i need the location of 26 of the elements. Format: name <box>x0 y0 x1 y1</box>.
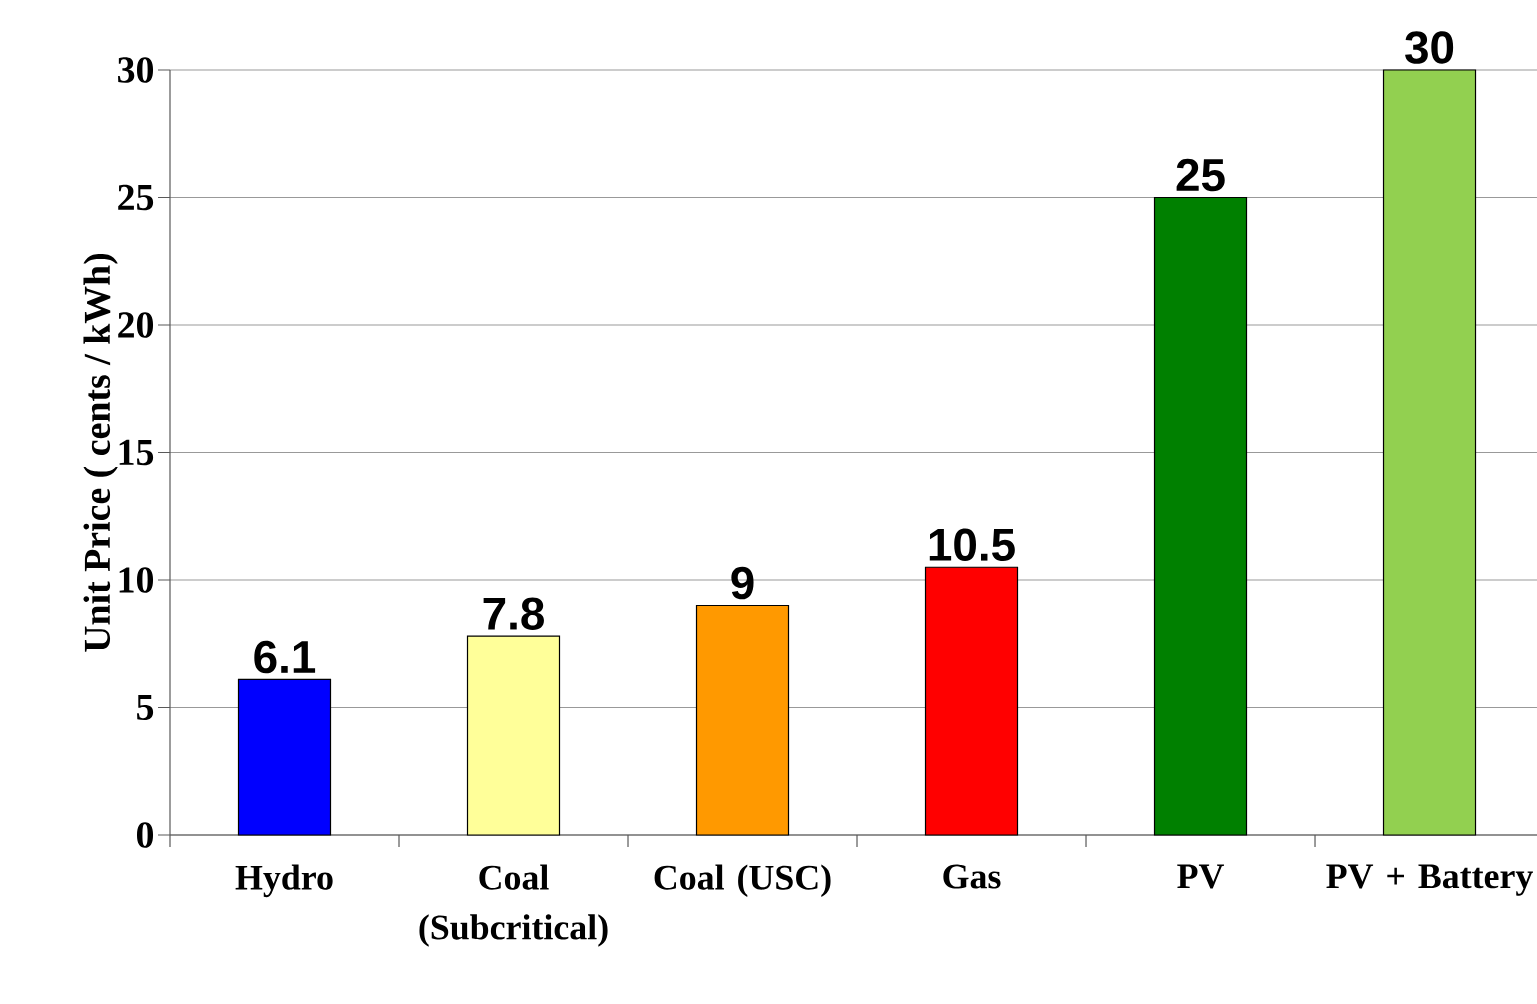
y-axis-title: Unit Price ( cents / kWh) <box>83 253 118 652</box>
y-tick-label: 25 <box>118 184 154 211</box>
bar <box>1382 69 1477 836</box>
data-label: 7.8 <box>483 597 544 630</box>
x-tick-label: PV <box>1177 864 1225 889</box>
y-tick-label: 30 <box>118 57 154 83</box>
y-tick-label: 15 <box>119 439 154 466</box>
bar <box>466 635 561 836</box>
data-label: 10.5 <box>929 528 1015 562</box>
bar <box>695 604 790 836</box>
data-label: 6.1 <box>254 640 316 674</box>
x-tick-label: Coal (USC) <box>654 864 831 898</box>
data-label: 25 <box>1176 158 1225 192</box>
y-tick-label: 0 <box>136 822 154 848</box>
x-tick-label: Gas <box>943 864 1001 889</box>
y-tick-label: 5 <box>137 694 154 721</box>
x-tick-label: Coal (Subcritical) <box>419 864 608 947</box>
bar <box>1153 196 1248 836</box>
bar <box>237 678 332 836</box>
y-tick-label: 10 <box>119 567 154 593</box>
bar <box>924 566 1019 836</box>
data-label: 30 <box>1405 31 1454 64</box>
y-tick-label: 20 <box>118 312 154 338</box>
data-label: 9 <box>731 566 754 600</box>
x-tick-label: Hydro <box>235 864 333 898</box>
x-tick-label: PV + Battery <box>1326 864 1533 896</box>
